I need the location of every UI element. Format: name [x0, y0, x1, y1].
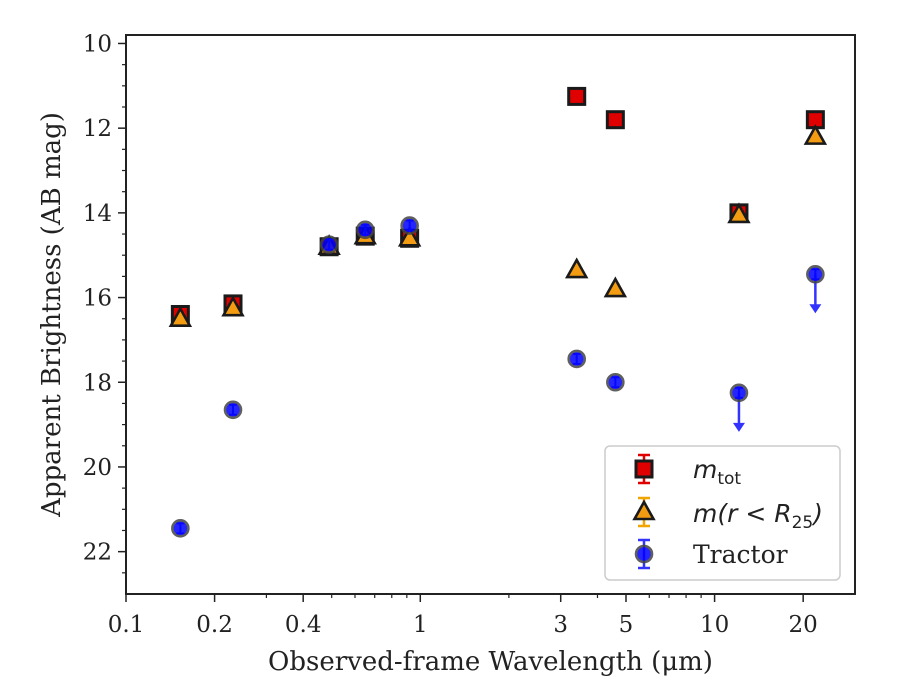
x-axis-ticks: 0.1 0.2 0.4 1 3 5 10 20	[108, 594, 818, 638]
x-axis-label: Observed-frame Wavelength (μm)	[268, 647, 713, 677]
y-tick-label: 10	[83, 31, 112, 57]
data-point-circle	[729, 383, 749, 403]
legend: mtot m(r < R25) Tractor	[604, 445, 841, 581]
x-tick-label: 0.4	[285, 612, 322, 638]
upper-limit-arrow-head	[809, 304, 822, 314]
y-axis-ticks: 10 12 14 16 18 20 22	[83, 31, 126, 574]
legend-frame	[604, 445, 841, 581]
data-point-circle	[806, 264, 825, 284]
data-point-triangle	[603, 276, 628, 298]
legend-label-mtot: mtot	[693, 455, 741, 489]
data-point-triangle	[168, 306, 193, 328]
legend-markers	[632, 453, 656, 570]
data-point-circle	[567, 349, 587, 369]
y-tick-label: 18	[83, 370, 112, 396]
x-tick-label: 20	[789, 612, 818, 638]
data-point-triangle	[564, 257, 589, 279]
x-tick-label: 10	[700, 612, 729, 638]
data-point-square	[605, 110, 625, 130]
data-marks	[168, 86, 828, 538]
legend-marker-square	[634, 459, 654, 479]
data-point-triangle	[727, 202, 751, 224]
x-tick-label: 3	[553, 612, 568, 638]
y-tick-label: 12	[83, 116, 112, 142]
plot-frame	[125, 34, 856, 595]
data-point-circle	[606, 372, 625, 392]
y-axis-label: Apparent Brightness (AB mag)	[37, 112, 67, 518]
data-point-square	[567, 86, 587, 106]
legend-marker-triangle	[632, 499, 656, 521]
upper-limit-arrow-head	[732, 422, 745, 432]
data-point-triangle	[803, 123, 828, 145]
x-tick-label: 0.1	[108, 612, 145, 638]
data-point-circle	[400, 216, 419, 235]
y-tick-label: 22	[83, 540, 112, 566]
y-tick-label: 14	[83, 201, 112, 227]
series-circle	[171, 216, 825, 538]
x-tick-label: 1	[413, 612, 428, 638]
y-tick-label: 16	[83, 286, 112, 312]
data-point-triangle	[397, 225, 422, 247]
data-point-circle	[171, 519, 190, 538]
legend-label-tractor: Tractor	[693, 540, 788, 569]
legend-label-m-r25: m(r < R25)	[693, 499, 823, 533]
data-point-triangle	[221, 295, 245, 317]
x-tick-label: 5	[619, 612, 634, 638]
data-point-circle	[223, 400, 243, 420]
y-tick-label: 20	[83, 455, 112, 481]
data-point-circle	[355, 220, 375, 240]
data-point-circle	[319, 235, 339, 254]
legend-marker-circle	[634, 544, 654, 564]
x-tick-label: 0.2	[196, 612, 233, 638]
